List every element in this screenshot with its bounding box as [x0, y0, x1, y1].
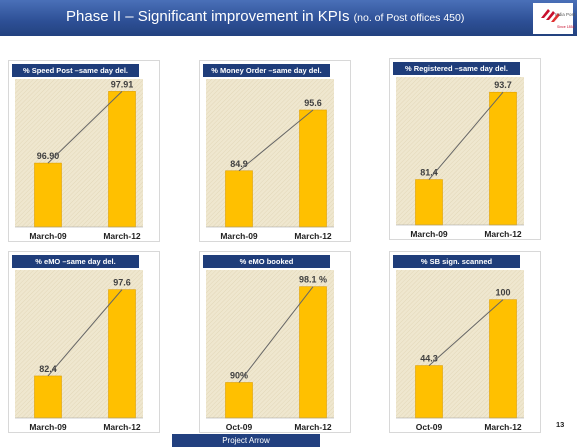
bar-chart: 90% Oct-09 98.1 % March-12 [206, 270, 334, 432]
bar-chart: 44.3 Oct-09 100 March-12 [396, 270, 524, 432]
logo-text: India Post [555, 12, 576, 17]
bar-value-label: 97.91 [111, 79, 134, 89]
category-label: March-12 [103, 231, 141, 241]
bar [34, 162, 62, 228]
chart-title: % Speed Post –same day del. [12, 64, 139, 77]
bar [415, 365, 443, 419]
category-label: March-12 [294, 422, 332, 432]
trend-connector [428, 91, 504, 180]
chart-title: % SB sign. scanned [393, 255, 520, 268]
logo-subtext: Since 1854 [557, 25, 575, 29]
bar [299, 286, 327, 419]
bar [415, 179, 443, 226]
bar [299, 109, 327, 228]
bar [489, 299, 517, 419]
india-post-logo: India Post Since 1854 [533, 3, 576, 34]
bar-value-label: 93.7 [494, 80, 512, 90]
category-label: March-09 [220, 231, 258, 241]
bar-value-label: 96.90 [37, 151, 60, 161]
category-label: March-12 [294, 231, 332, 241]
bar-value-label: 98.1 % [299, 275, 327, 285]
category-label: March-12 [103, 422, 141, 432]
india-post-logo-icon [541, 9, 560, 22]
bar-value-label: 90% [230, 371, 248, 381]
slide-header: Phase II – Significant improvement in KP… [0, 0, 577, 36]
chart-panel: 82.4 March-09 97.6 March-12 % eMO –same day … [8, 251, 160, 433]
bar-chart: 84.9 March-09 95.6 March-12 [206, 79, 334, 241]
bar [108, 91, 136, 228]
page-number: 13 [556, 420, 565, 429]
bar-chart: 96.90 March-09 97.91 March-12 [15, 79, 143, 241]
category-label: March-12 [484, 422, 522, 432]
title-main: Phase II – Significant improvement in KP… [66, 8, 350, 25]
category-label: Oct-09 [226, 422, 253, 432]
trend-connector [47, 91, 123, 164]
bar [489, 91, 517, 226]
footer-label: Project Arrow [172, 434, 320, 447]
bar [225, 170, 253, 228]
chart-panel: 81.4 March-09 93.7 March-12 % Registered –sa… [389, 58, 541, 240]
chart-title: % eMO booked [203, 255, 330, 268]
trend-connector [47, 289, 123, 377]
bar-value-label: 81.4 [420, 168, 438, 178]
bar-value-label: 82.4 [39, 364, 57, 374]
category-label: Oct-09 [416, 422, 443, 432]
category-label: March-09 [29, 231, 67, 241]
bar-value-label: 84.9 [230, 159, 248, 169]
bar-value-label: 44.3 [420, 354, 438, 364]
slide-title: Phase II – Significant improvement in KP… [66, 8, 464, 25]
title-subtitle: (no. of Post offices 450) [353, 12, 465, 24]
chart-panel: 96.90 March-09 97.91 March-12 % Speed Post –… [8, 60, 160, 242]
chart-title: % Registered –same day del. [393, 62, 520, 75]
chart-panel: 90% Oct-09 98.1 % March-12 % eMO booked [199, 251, 351, 433]
trend-connector [238, 286, 314, 383]
bar-chart: 81.4 March-09 93.7 March-12 [396, 77, 524, 239]
category-label: March-09 [410, 229, 448, 239]
bar-value-label: 100 [495, 288, 510, 298]
chart-title: % Money Order –same day del. [203, 64, 330, 77]
bar [108, 289, 136, 419]
chart-title: % eMO –same day del. [12, 255, 139, 268]
trend-connector [428, 299, 504, 366]
bar [225, 382, 253, 419]
bar-value-label: 97.6 [113, 278, 131, 288]
chart-panel: 44.3 Oct-09 100 March-12 % SB sign. scanned [389, 251, 541, 433]
category-label: March-09 [29, 422, 67, 432]
bar-value-label: 95.6 [304, 98, 322, 108]
chart-panel: 84.9 March-09 95.6 March-12 % Money Order –s… [199, 60, 351, 242]
trend-connector [238, 109, 314, 172]
category-label: March-12 [484, 229, 522, 239]
bar-chart: 82.4 March-09 97.6 March-12 [15, 270, 143, 432]
bar [34, 375, 62, 419]
